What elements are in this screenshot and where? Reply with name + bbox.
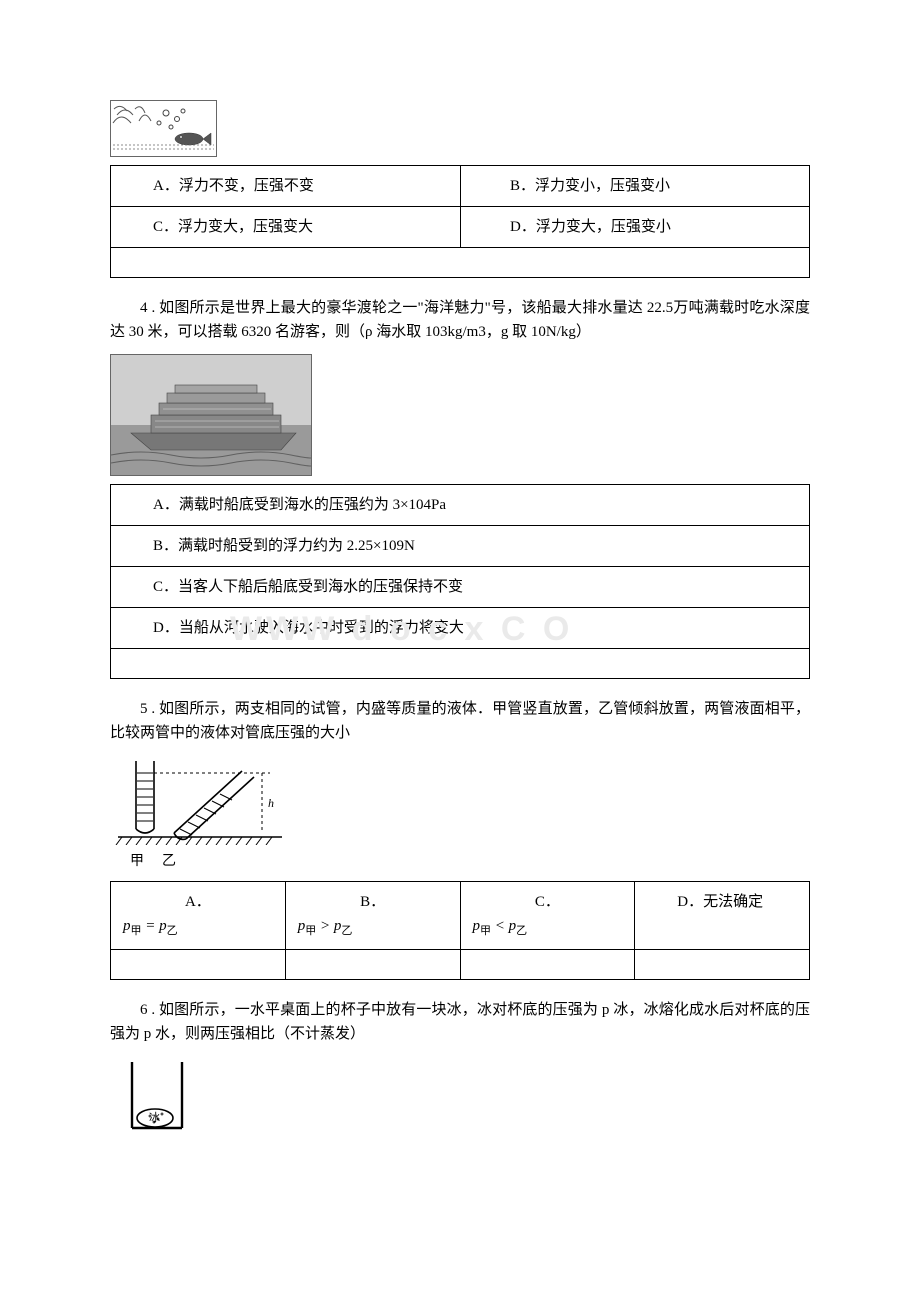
q5-option-b[interactable]: B． p甲 > p乙 [285,882,460,950]
sym: 甲 [131,925,142,937]
svg-text:h: h [268,796,274,810]
empty-cell [111,248,810,278]
q5-figure: h [110,755,810,845]
q3-option-a[interactable]: A．浮力不变，压强不变 [111,166,461,207]
sym: p [509,918,517,934]
q4-text: 4 . 如图所示是世界上最大的豪华渡轮之一"海洋魅力"号，该船最大排水量达 22… [110,296,810,344]
sym: 乙 [167,925,178,937]
q5-c-label: C． [535,894,560,910]
q4-option-d[interactable]: D．当船从河水驶入海水中时受到的浮力将变大 [111,608,810,649]
sym: p [123,918,131,934]
q5-text: 5 . 如图所示，两支相同的试管，内盛等质量的液体．甲管竖直放置，乙管倾斜放置，… [110,697,810,745]
sym: p [159,918,167,934]
q5-option-a[interactable]: A． p甲 = p乙 [111,882,286,950]
sym: 乙 [516,925,527,937]
sym: 甲 [480,925,491,937]
q4-option-c[interactable]: C．当客人下船后船底受到海水的压强保持不变 [111,567,810,608]
q3-figure [110,100,217,157]
q5-option-c[interactable]: C． p甲 < p乙 [460,882,635,950]
q4-figure [110,354,312,476]
q4-options-table: A．满载时船底受到海水的压强约为 3×104Pa B．满载时船受到的浮力约为 2… [110,484,810,679]
sym: = [142,918,160,934]
sym: p [473,918,481,934]
empty-cell [635,949,810,979]
q3-option-c[interactable]: C．浮力变大，压强变大 [111,207,461,248]
q5-label-right: 乙 [162,852,194,868]
empty-cell [460,949,635,979]
q6-figure: 冰 [110,1056,200,1136]
empty-cell [111,649,810,679]
sym: 乙 [341,925,352,937]
q3-options-table: A．浮力不变，压强不变 B．浮力变小，压强变小 C．浮力变大，压强变大 D．浮力… [110,165,810,278]
q5-a-label: A． [185,894,211,910]
q5-options-table: A． p甲 = p乙 B． p甲 > p乙 C． p甲 < p乙 D．无法确定 [110,881,810,980]
q6-text: 6 . 如图所示，一水平桌面上的杯子中放有一块冰，冰对杯底的压强为 p 冰，冰熔… [110,998,810,1046]
q5-option-d[interactable]: D．无法确定 [635,882,810,950]
sym: < [491,918,509,934]
ice-label: 冰 [149,1111,160,1124]
sym: > [316,918,334,934]
q3-option-b[interactable]: B．浮力变小，压强变小 [460,166,810,207]
q4-option-b[interactable]: B．满载时船受到的浮力约为 2.25×109N [111,526,810,567]
empty-cell [285,949,460,979]
empty-cell [111,949,286,979]
sym: 甲 [305,925,316,937]
q4-option-a[interactable]: A．满载时船底受到海水的压强约为 3×104Pa [111,485,810,526]
q5-b-label: B． [360,894,385,910]
q5-label-left: 甲 [130,852,162,868]
q3-option-d[interactable]: D．浮力变大，压强变小 [460,207,810,248]
q5-d-label: D．无法确定 [647,890,797,914]
q5-figure-labels: 甲乙 [130,849,810,871]
